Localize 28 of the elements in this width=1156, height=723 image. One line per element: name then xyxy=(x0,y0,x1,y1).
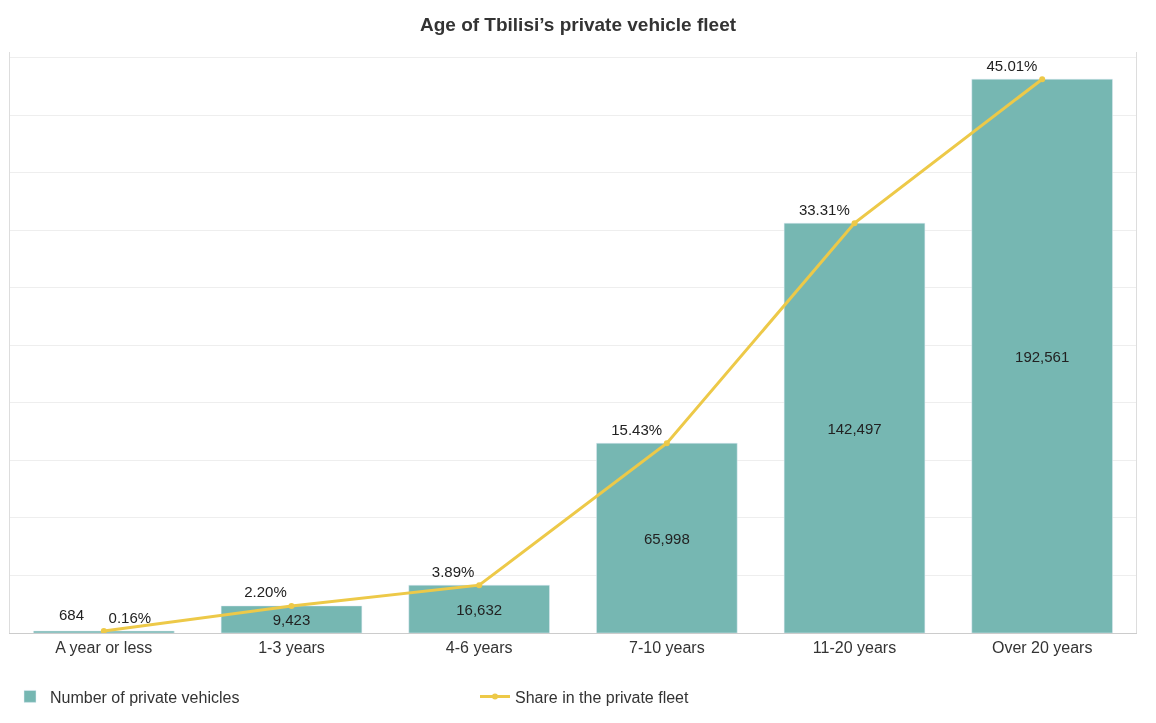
data-label: 16,632 xyxy=(456,600,503,618)
data-label: 142,497 xyxy=(827,419,882,437)
legend-label: Number of private vehicles xyxy=(50,688,240,706)
x-tick-label: 7-10 years xyxy=(629,639,705,657)
data-label: 45.01% xyxy=(986,56,1038,74)
legend-label: Share in the private fleet xyxy=(515,688,689,706)
bar xyxy=(220,605,363,633)
data-label: 33.31% xyxy=(798,200,850,218)
point xyxy=(288,602,295,609)
x-tick-label: 11-20 years xyxy=(812,639,897,657)
point xyxy=(1039,76,1046,83)
data-label: 9,423 xyxy=(272,610,311,628)
data-label: 3.89% xyxy=(431,562,475,580)
data-label: 15.43% xyxy=(611,420,663,438)
chart-title: Age of Tbilisi’s private vehicle fleet xyxy=(419,14,737,36)
point xyxy=(663,440,670,447)
bar xyxy=(408,584,550,633)
data-label: 0.16% xyxy=(108,608,152,626)
x-tick-label: 4-6 years xyxy=(445,639,513,657)
x-tick-label: 1-3 years xyxy=(258,639,325,657)
data-label: 684 xyxy=(59,606,85,623)
x-tick-label: A year or less xyxy=(55,639,153,657)
point xyxy=(851,220,858,227)
x-tick-label: Over 20 years xyxy=(991,639,1093,657)
data-label: 192,561 xyxy=(1015,347,1070,365)
data-label: 65,998 xyxy=(643,529,690,547)
point xyxy=(476,582,483,589)
data-label: 2.20% xyxy=(244,583,287,601)
